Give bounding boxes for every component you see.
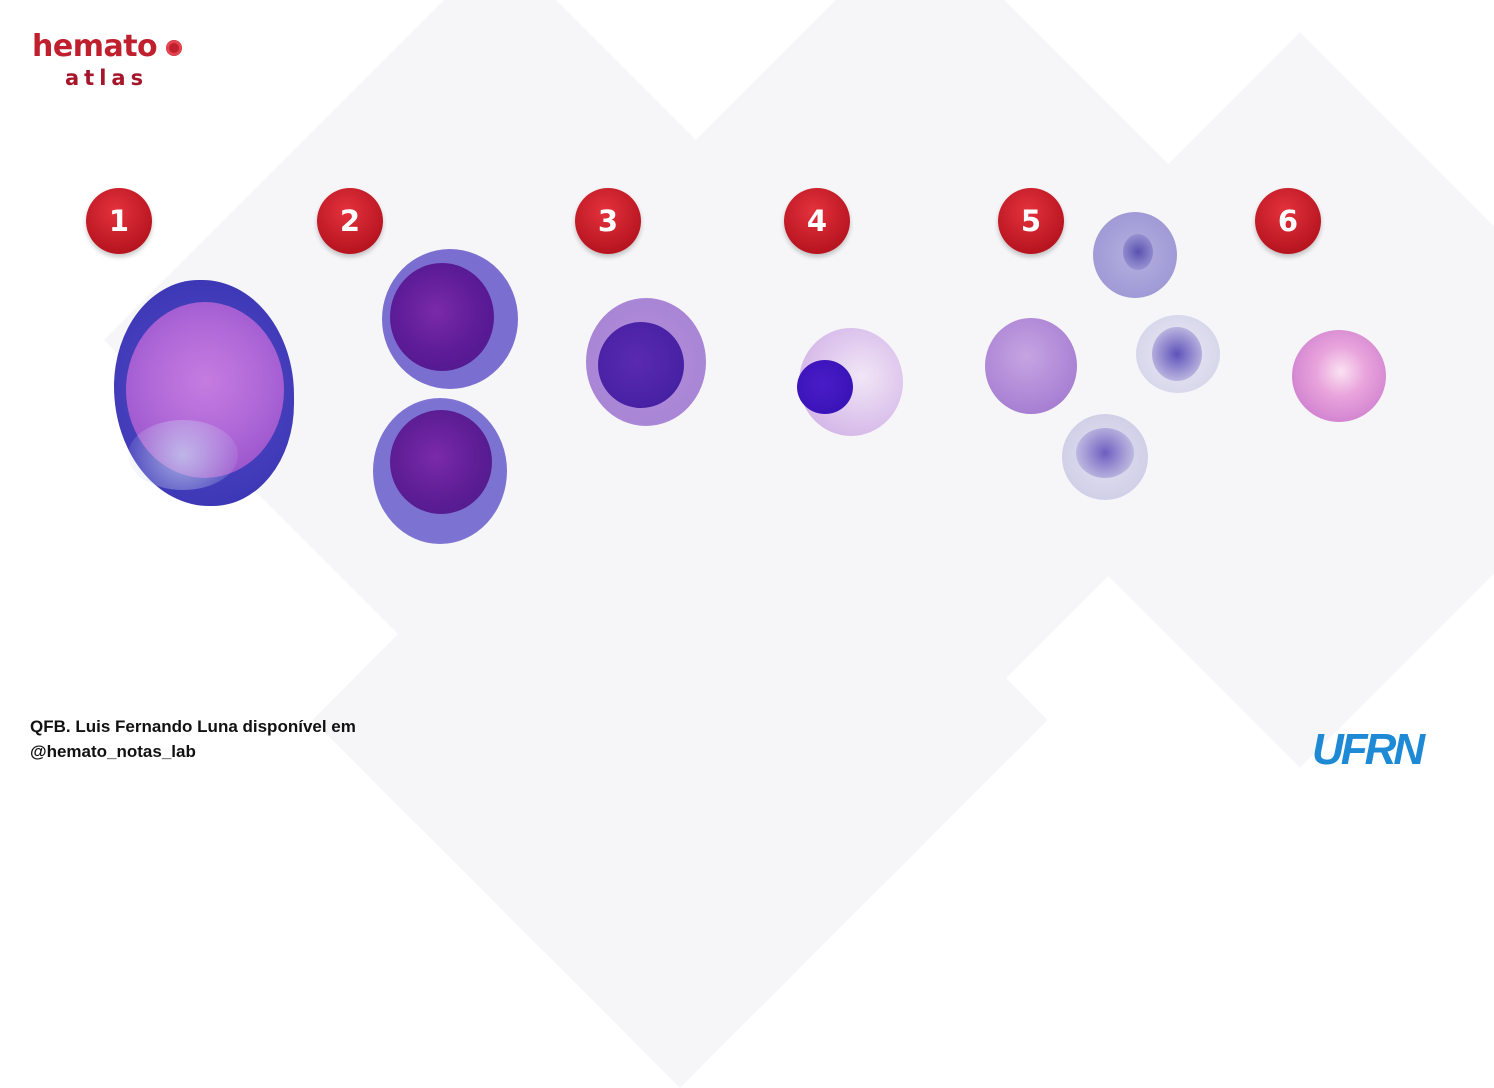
cell-number-badge-1: 1 [86, 188, 152, 254]
cell-1-pale-region [128, 420, 238, 490]
cell-image-4 [797, 328, 903, 436]
cell-5b-reticulum [1152, 327, 1202, 381]
cell-number-badge-2: 2 [317, 188, 383, 254]
logo-bottom-text: atlas [65, 66, 149, 90]
cell-image-5-reticulocyte-b [1136, 315, 1220, 393]
credit-line-1: QFB. Luis Fernando Luna disponível em [30, 717, 356, 736]
logo-top-text: hemato [32, 29, 158, 64]
logo-dot-icon [166, 40, 182, 56]
hemato-atlas-logo: hemato atlas [32, 30, 192, 96]
cell-image-5-polychromatic [985, 318, 1077, 414]
ufrn-logo: UFRN [1312, 725, 1425, 774]
cell-number-badge-5: 5 [998, 188, 1064, 254]
cell-image-5-reticulocyte-a [1093, 212, 1177, 298]
photo-credit: QFB. Luis Fernando Luna disponível em @h… [30, 714, 356, 764]
cell-3-nucleus [598, 322, 684, 408]
cell-2a-nucleus [390, 263, 494, 371]
cell-image-2a [382, 249, 518, 389]
cell-5a-reticulum [1123, 234, 1153, 270]
cell-image-2b [373, 398, 507, 544]
cell-number-badge-3: 3 [575, 188, 641, 254]
cell-number-badge-6: 6 [1255, 188, 1321, 254]
credit-line-2: @hemato_notas_lab [30, 742, 196, 761]
cell-image-5-reticulocyte-c [1062, 414, 1148, 500]
cell-image-6 [1292, 330, 1386, 422]
cell-image-3 [586, 298, 706, 426]
cell-4-nucleus [797, 360, 853, 414]
cell-image-1 [114, 280, 294, 506]
cell-number-badge-4: 4 [784, 188, 850, 254]
cell-5c-reticulum [1076, 428, 1134, 478]
cell-2b-nucleus [390, 410, 492, 514]
